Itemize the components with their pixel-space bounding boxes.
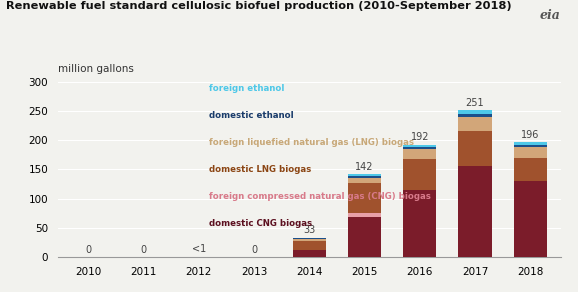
Text: foreign compressed natural gas (CNG) biogas: foreign compressed natural gas (CNG) bio… <box>209 192 431 201</box>
Bar <box>292 241 326 250</box>
Bar <box>348 176 381 178</box>
Bar <box>292 250 326 257</box>
Text: Renewable fuel standard cellulosic biofuel production (2010-September 2018): Renewable fuel standard cellulosic biofu… <box>6 1 512 11</box>
Text: eia: eia <box>540 9 561 22</box>
Text: 196: 196 <box>521 130 539 140</box>
Bar <box>403 147 436 149</box>
Bar <box>458 117 491 131</box>
Bar <box>514 181 547 257</box>
Bar <box>458 166 491 257</box>
Bar <box>514 145 547 147</box>
Bar <box>403 159 436 190</box>
Text: domestic CNG biogas: domestic CNG biogas <box>209 219 312 228</box>
Bar <box>458 131 491 166</box>
Text: foreign liquefied natural gas (LNG) biogas: foreign liquefied natural gas (LNG) biog… <box>209 138 414 147</box>
Bar <box>292 239 326 241</box>
Text: 192: 192 <box>410 133 429 142</box>
Text: 142: 142 <box>355 162 374 172</box>
Text: domestic LNG biogas: domestic LNG biogas <box>209 165 311 174</box>
Text: 0: 0 <box>251 245 257 255</box>
Bar <box>403 145 436 147</box>
Bar <box>348 213 381 217</box>
Bar <box>348 174 381 176</box>
Text: <1: <1 <box>191 244 206 254</box>
Bar <box>458 110 491 114</box>
Text: domestic ethanol: domestic ethanol <box>209 111 293 120</box>
Bar <box>292 238 326 239</box>
Bar <box>514 142 547 145</box>
Text: 251: 251 <box>466 98 484 108</box>
Bar <box>348 183 381 213</box>
Text: 33: 33 <box>303 225 316 235</box>
Bar <box>348 217 381 257</box>
Bar <box>403 149 436 159</box>
Text: million gallons: million gallons <box>58 65 134 74</box>
Bar <box>403 190 436 257</box>
Bar <box>514 158 547 181</box>
Bar <box>348 178 381 183</box>
Bar <box>458 114 491 117</box>
Bar <box>514 147 547 158</box>
Text: foreign ethanol: foreign ethanol <box>209 84 284 93</box>
Text: 0: 0 <box>85 245 91 255</box>
Text: 0: 0 <box>140 245 146 255</box>
